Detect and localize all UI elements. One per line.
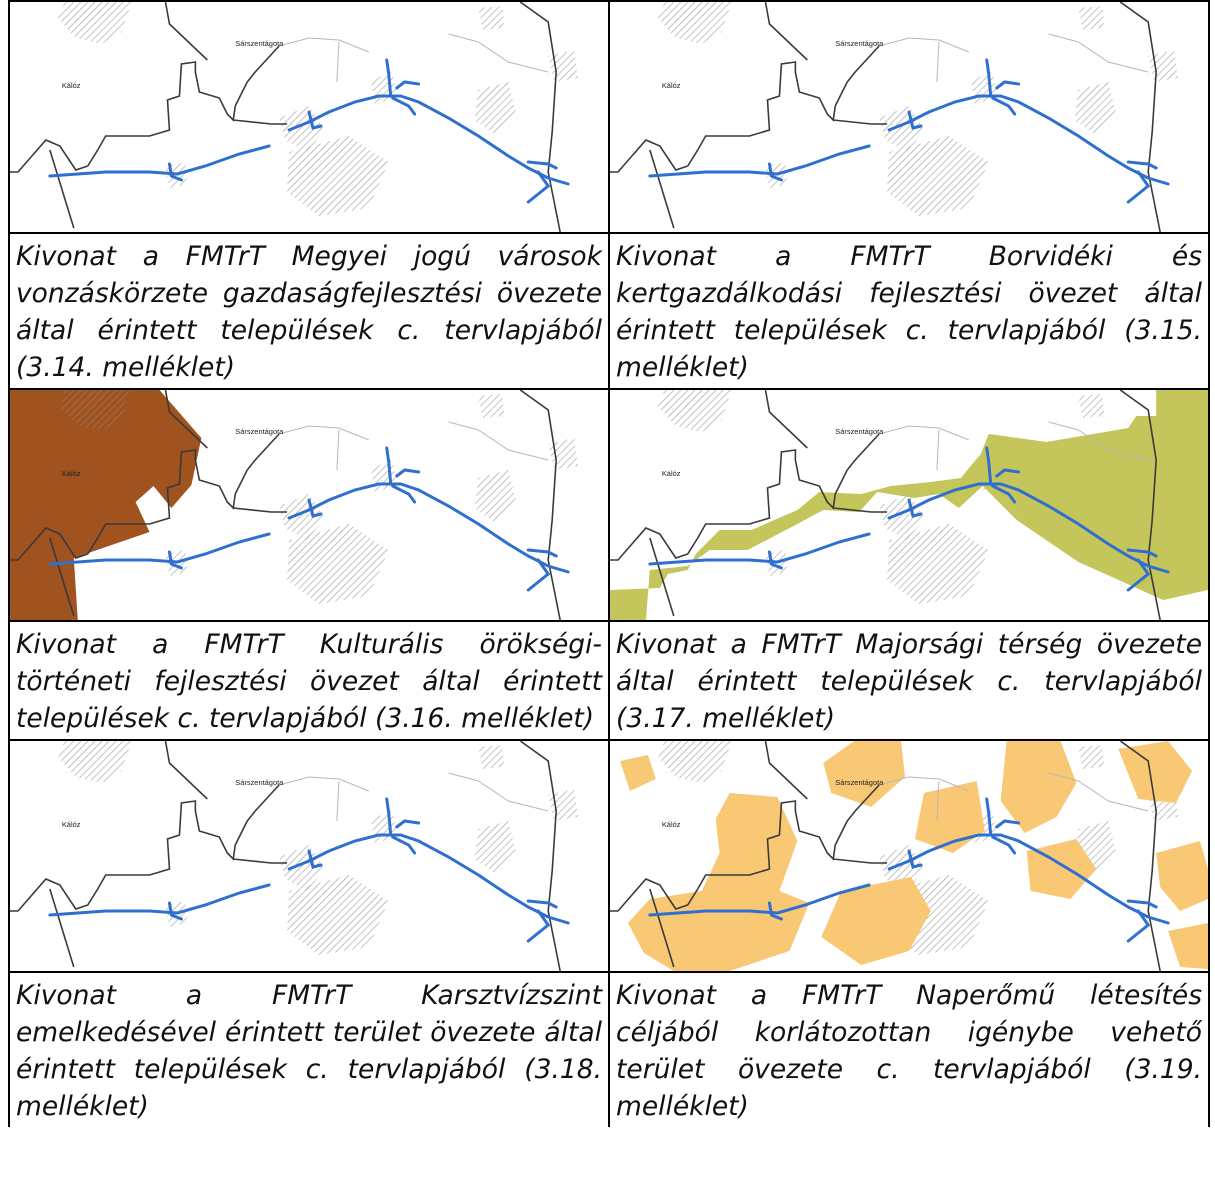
map-label-kaloz: Kálóz [662, 820, 681, 829]
map-panel-3-16: Kálóz Sárszentágota [8, 388, 610, 622]
caption-cell-3-14: Kivonat a FMTrT Megyei jogú városok vonz… [8, 232, 610, 390]
motorway-line [48, 58, 570, 204]
map-label-sarszentagota: Sárszentágota [235, 427, 284, 436]
map-extract: Kálóz Sárszentágota [610, 741, 1208, 971]
motorway-line [48, 797, 570, 943]
map-label-kaloz: Kálóz [62, 469, 81, 478]
caption-cell-3-16: Kivonat a FMTrT Kulturális örökségi-tört… [8, 620, 610, 741]
map-extract: Kálóz Sárszentágota [610, 2, 1208, 232]
minor-boundaries [278, 772, 549, 822]
map-label-kaloz: Kálóz [62, 81, 81, 90]
caption-cell-3-15: Kivonat a FMTrT Borvidéki és kertgazdálk… [608, 232, 1210, 390]
caption-3-15: Kivonat a FMTrT Borvidéki és kertgazdálk… [616, 241, 1202, 383]
map-label-sarszentagota: Sárszentágota [235, 39, 284, 48]
minor-boundaries [878, 772, 1149, 822]
map-label-kaloz: Kálóz [662, 81, 681, 90]
map-label-sarszentagota: Sárszentágota [835, 778, 884, 787]
map-extract-table: Kálóz Sárszentágota Kálóz Sársze [8, 0, 1210, 1127]
map-panel-3-17: Kálóz Sárszentágota [608, 388, 1210, 622]
caption-3-19: Kivonat a FMTrT Naperőmű létesítés céljá… [616, 980, 1202, 1122]
map-label-sarszentagota: Sárszentágota [235, 778, 284, 787]
map-extract: Kálóz Sárszentágota [10, 2, 608, 232]
motorway-line [48, 446, 570, 592]
motorway-line [648, 446, 1170, 592]
minor-boundaries [278, 33, 549, 83]
map-label-kaloz: Kálóz [662, 469, 681, 478]
caption-3-17: Kivonat a FMTrT Majorsági térség övezete… [616, 629, 1202, 734]
minor-boundaries [878, 33, 1149, 83]
map-label-kaloz: Kálóz [62, 820, 81, 829]
caption-3-18: Kivonat a FMTrT Karsztvízszint emelkedés… [16, 980, 602, 1122]
map-panel-3-14: Kálóz Sárszentágota [8, 0, 610, 234]
municipal-boundaries [10, 390, 561, 620]
minor-boundaries [278, 421, 549, 471]
caption-cell-3-19: Kivonat a FMTrT Naperőmű létesítés céljá… [608, 971, 1210, 1127]
municipal-boundaries [10, 2, 561, 232]
map-extract: Kálóz Sárszentágota [10, 741, 608, 971]
map-extract: Kálóz Sárszentágota [10, 390, 608, 620]
caption-cell-3-18: Kivonat a FMTrT Karsztvízszint emelkedés… [8, 971, 610, 1127]
municipal-boundaries [610, 390, 1161, 620]
municipal-boundaries [610, 2, 1161, 232]
map-label-sarszentagota: Sárszentágota [835, 39, 884, 48]
caption-3-14: Kivonat a FMTrT Megyei jogú városok vonz… [16, 241, 602, 383]
motorway-line [648, 797, 1170, 943]
map-panel-3-15: Kálóz Sárszentágota [608, 0, 1210, 234]
municipal-boundaries [610, 741, 1161, 971]
minor-boundaries [878, 421, 1149, 471]
caption-3-16: Kivonat a FMTrT Kulturális örökségi-tört… [16, 629, 602, 734]
municipal-boundaries [10, 741, 561, 971]
caption-cell-3-17: Kivonat a FMTrT Majorsági térség övezete… [608, 620, 1210, 741]
map-extract: Kálóz Sárszentágota [610, 390, 1208, 620]
map-panel-3-19: Kálóz Sárszentágota [608, 739, 1210, 973]
map-label-sarszentagota: Sárszentágota [835, 427, 884, 436]
map-panel-3-18: Kálóz Sárszentágota [8, 739, 610, 973]
motorway-line [648, 58, 1170, 204]
settlement-hatch-areas [57, 741, 579, 955]
